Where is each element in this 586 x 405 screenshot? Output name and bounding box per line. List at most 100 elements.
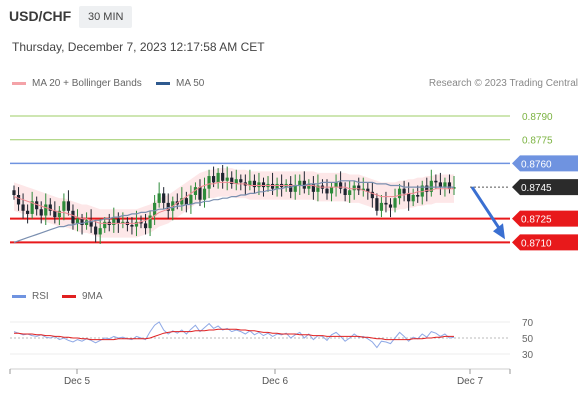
candle (416, 185, 420, 203)
candle-body (53, 210, 57, 218)
candle-body (139, 221, 143, 224)
rsi-swatch (12, 295, 26, 298)
candle-body (35, 201, 39, 210)
candle-body (289, 183, 293, 192)
candle-body (411, 195, 415, 202)
candle-body (447, 182, 452, 189)
candle-body (162, 193, 166, 203)
symbol-label: USD/CHF (9, 8, 72, 24)
candle (189, 185, 193, 214)
candle-body (193, 187, 198, 195)
candle (148, 210, 152, 237)
candle-body (420, 185, 424, 197)
rsi-tick-label: 70 (522, 318, 534, 329)
candle-body (16, 195, 21, 205)
candle-body (112, 218, 116, 225)
candle (44, 193, 48, 225)
candle-body (416, 195, 420, 197)
candle (334, 174, 338, 197)
level-text: 0.8710 (521, 238, 552, 249)
candle-body (402, 188, 406, 194)
candle (130, 217, 134, 235)
candle-body (216, 172, 220, 183)
candle-body (12, 190, 16, 195)
candle (202, 177, 207, 208)
candle-body (84, 220, 89, 225)
level-text: 0.8760 (521, 159, 552, 170)
candle-body (325, 188, 329, 194)
candle-body (39, 209, 43, 216)
legend-item-9ma: 9MA (62, 291, 103, 302)
level-text: 0.8745 (521, 183, 552, 194)
candle-body (48, 204, 52, 211)
candle (21, 193, 25, 219)
level-label-0.8725: 0.8725 (512, 210, 578, 227)
candle-body (166, 202, 170, 211)
candle-body (361, 188, 365, 191)
candle-body (239, 179, 243, 183)
interval-button[interactable]: 30 MIN (79, 6, 133, 28)
rsi-tick-label: 30 (522, 350, 534, 361)
candle (180, 187, 184, 211)
legend-item-ma50: MA 50 (156, 78, 204, 89)
candle-body (62, 201, 66, 211)
candle-body (30, 201, 34, 214)
ma9-swatch (62, 295, 76, 298)
level-label-0.8775: 0.8775 (522, 136, 553, 147)
candle-body (94, 226, 98, 235)
candle-body (357, 185, 361, 191)
level-tag (512, 210, 578, 227)
candle-body (75, 218, 80, 224)
candle-body (393, 198, 397, 208)
candle (94, 220, 98, 243)
ma9-line (14, 328, 454, 341)
candle-body (57, 210, 61, 218)
candle-body (407, 193, 411, 202)
candle (103, 217, 107, 233)
candle (221, 165, 225, 189)
candle (84, 212, 89, 230)
candle-body (184, 198, 188, 205)
candle-body (98, 228, 102, 235)
candle (216, 168, 220, 189)
candle-body (198, 187, 202, 200)
candle (275, 177, 279, 197)
candle-body (44, 204, 48, 216)
candle (230, 171, 234, 189)
candle-body (103, 221, 107, 229)
level-label-0.8745: 0.8745 (512, 179, 578, 196)
candle (198, 179, 202, 207)
candle (411, 188, 415, 207)
credit-text: Research © 2023 Trading Central (428, 78, 578, 89)
candle (116, 212, 120, 233)
candle (307, 179, 311, 195)
level-text: 0.8775 (522, 136, 553, 147)
candle (429, 169, 433, 197)
level-tag (512, 155, 578, 172)
candle (311, 176, 315, 200)
candle-body (425, 185, 429, 192)
candle-body (225, 177, 229, 181)
level-text: 0.8790 (522, 112, 553, 123)
candle-body (452, 187, 456, 189)
candle-body (202, 188, 207, 200)
x-tick-label: Dec 6 (262, 376, 289, 387)
candle-body (438, 182, 442, 188)
ma50-line (13, 180, 454, 243)
candle (80, 213, 84, 235)
x-tick-label: Dec 7 (457, 376, 484, 387)
candle (402, 180, 406, 202)
candle-body (434, 180, 438, 183)
candle (375, 193, 379, 216)
level-tag (512, 234, 578, 251)
ma50-label: MA 50 (176, 78, 205, 89)
candle (26, 204, 30, 224)
candle (298, 174, 302, 195)
forecast-arrow-shaft (470, 186, 503, 233)
ma20-line (13, 181, 454, 224)
candle-body (343, 188, 347, 195)
candle-body (366, 188, 370, 192)
candle (62, 193, 66, 221)
candle-body (148, 215, 152, 229)
